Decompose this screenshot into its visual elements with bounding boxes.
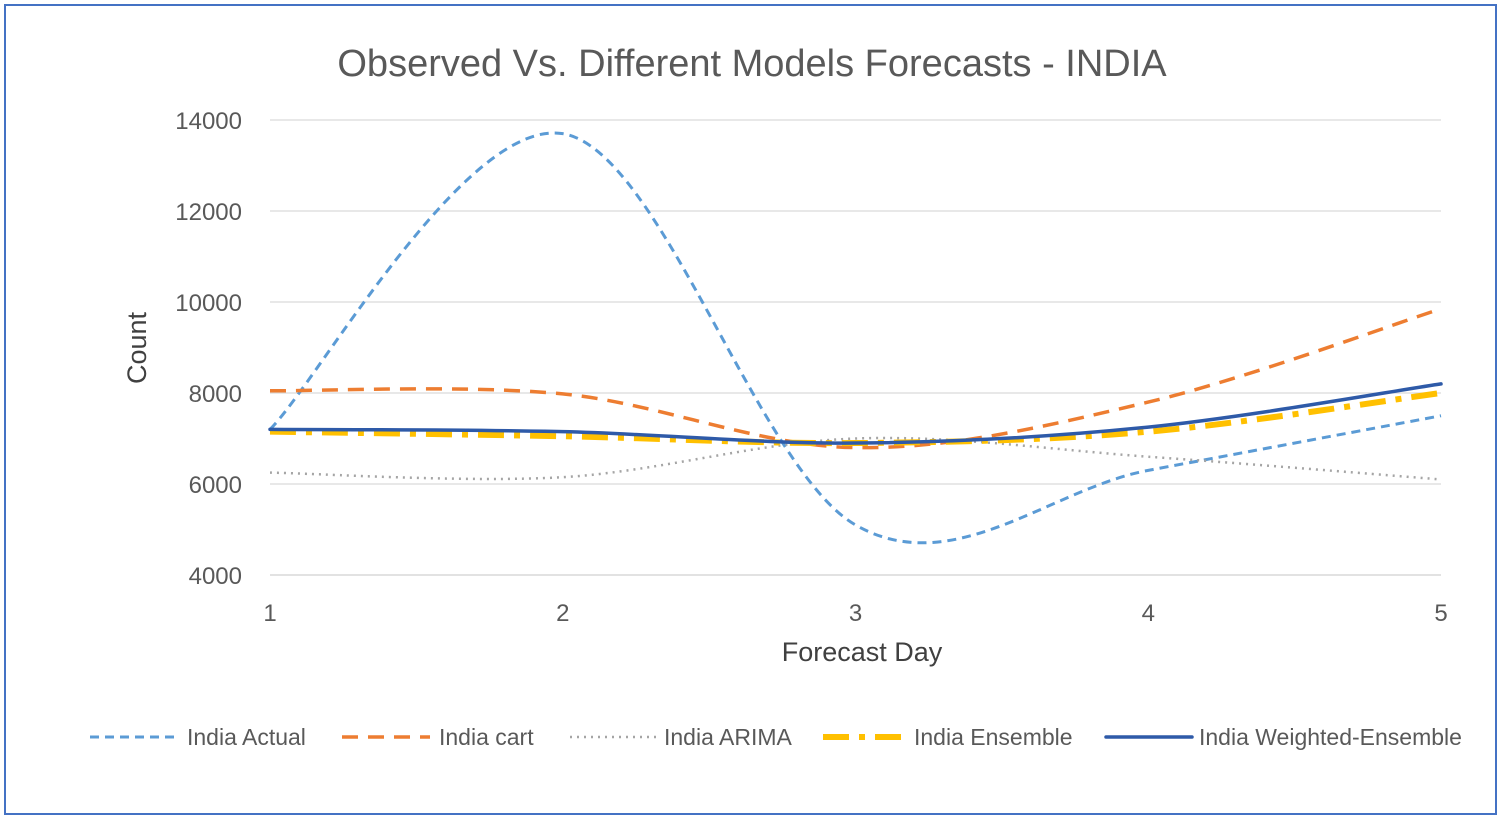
legend-label: India cart bbox=[439, 724, 534, 750]
x-tick-label: 1 bbox=[263, 600, 276, 627]
y-tick-label: 14000 bbox=[175, 108, 242, 135]
legend-label: India Weighted-Ensemble bbox=[1199, 724, 1462, 750]
legend-label: India Ensemble bbox=[914, 724, 1073, 750]
series-line-india-cart bbox=[269, 307, 1442, 450]
chart-title: Observed Vs. Different Models Forecasts … bbox=[337, 43, 1167, 85]
y-tick-label: 4000 bbox=[189, 563, 242, 590]
series-line-india-weighted-ensemble bbox=[268, 382, 1443, 445]
x-tick-label: 3 bbox=[849, 600, 862, 627]
y-axis-label: Count bbox=[122, 311, 152, 384]
y-tick-label: 12000 bbox=[175, 199, 242, 226]
x-tick-label: 5 bbox=[1434, 600, 1447, 627]
series-lines bbox=[268, 131, 1443, 545]
legend-label: India ARIMA bbox=[664, 724, 792, 750]
legend-item: India Weighted-Ensemble bbox=[1104, 724, 1462, 750]
y-axis-ticks: 4000 6000 8000 10000 12000 14000 bbox=[175, 108, 242, 590]
y-tick-label: 6000 bbox=[189, 472, 242, 499]
x-tick-label: 4 bbox=[1142, 600, 1155, 627]
legend-item: India Ensemble bbox=[823, 724, 1073, 750]
legend-label: India Actual bbox=[187, 724, 306, 750]
legend-item: India cart bbox=[342, 724, 534, 750]
chart-frame bbox=[4, 4, 1497, 815]
y-tick-label: 10000 bbox=[175, 290, 242, 317]
y-tick-label: 8000 bbox=[189, 381, 242, 408]
series-line-india-arima bbox=[269, 436, 1442, 481]
series-line-india-ensemble bbox=[269, 390, 1442, 447]
legend: India Actual India cart India ARIMA India E… bbox=[90, 724, 1462, 750]
legend-item: India Actual bbox=[90, 724, 306, 750]
series-line-india-actual bbox=[268, 131, 1442, 545]
x-axis-ticks: 1 2 3 4 5 bbox=[263, 600, 1447, 627]
grid-lines bbox=[270, 119, 1441, 485]
legend-item: India ARIMA bbox=[570, 724, 792, 750]
x-tick-label: 2 bbox=[556, 600, 569, 627]
x-axis-label: Forecast Day bbox=[782, 637, 943, 667]
